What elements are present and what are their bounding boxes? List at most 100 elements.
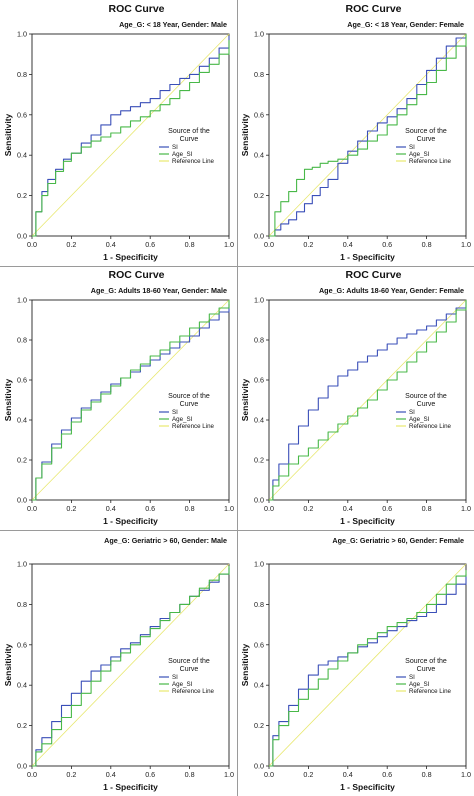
y-tick-label: 0.8 <box>254 336 264 345</box>
chart-subtitle: Age_G: < 18 Year, Gender: Male <box>119 20 227 29</box>
y-tick-label: 0.8 <box>254 70 264 79</box>
x-tick-label: 0.6 <box>382 504 392 513</box>
x-tick-label: 0.0 <box>264 504 274 513</box>
x-tick-label: 0.6 <box>145 504 155 513</box>
y-tick-label: 0.4 <box>254 151 264 160</box>
x-tick-label: 0.0 <box>264 770 274 779</box>
legend-label: Age_SI <box>172 416 193 423</box>
y-tick-label: 0.0 <box>17 232 27 241</box>
series-line-age-si <box>32 40 230 237</box>
legend-label: SI <box>172 409 178 416</box>
legend-label: Reference Line <box>409 423 452 430</box>
legend-title: Source of the Curve <box>168 658 210 673</box>
chart-subtitle: Age_G: Geriatric > 60, Gender: Male <box>104 536 227 545</box>
x-tick-label: 0.2 <box>303 770 313 779</box>
series-line-si <box>269 34 467 237</box>
x-tick-label: 0.4 <box>106 770 116 779</box>
x-tick-label: 0.8 <box>185 770 195 779</box>
y-tick-label: 0.2 <box>17 191 27 200</box>
x-axis-label: 1 - Specificity <box>340 516 395 526</box>
chart-title: ROC Curve <box>345 3 401 15</box>
y-tick-label: 0.8 <box>254 600 264 609</box>
x-tick-label: 0.8 <box>422 240 432 249</box>
y-axis-label: Sensitivity <box>3 113 13 156</box>
legend-title: Source of the Curve <box>168 128 210 143</box>
chart-title: ROC Curve <box>108 269 164 281</box>
y-tick-label: 1.0 <box>17 30 27 39</box>
y-tick-label: 0.6 <box>17 376 27 385</box>
legend-label: Reference Line <box>409 688 452 695</box>
x-tick-label: 0.2 <box>66 240 76 249</box>
series-line-reference-line <box>268 563 467 767</box>
y-axis-label: Sensitivity <box>240 378 250 421</box>
panel-column-divider <box>237 0 238 796</box>
y-tick-label: 0.2 <box>254 721 264 730</box>
x-axis-label: 1 - Specificity <box>103 782 158 792</box>
legend-title: Source of the Curve <box>405 393 447 408</box>
y-tick-label: 1.0 <box>17 296 27 305</box>
x-tick-label: 0.6 <box>145 240 155 249</box>
y-tick-label: 0.0 <box>17 762 27 771</box>
legend-label: Reference Line <box>409 158 452 165</box>
legend-label: Reference Line <box>172 688 215 695</box>
y-tick-label: 0.0 <box>17 496 27 505</box>
x-tick-label: 1.0 <box>461 240 471 249</box>
x-tick-label: 0.6 <box>382 240 392 249</box>
series-line-reference-line <box>31 33 230 237</box>
y-tick-label: 0.6 <box>17 110 27 119</box>
series-line-age-si <box>269 570 467 767</box>
y-axis-label: Sensitivity <box>3 378 13 421</box>
x-tick-label: 0.2 <box>66 770 76 779</box>
chart-subtitle: Age_G: Adults 18-60 Year, Gender: Female <box>319 286 464 295</box>
y-axis-label: Sensitivity <box>240 643 250 686</box>
y-tick-label: 0.6 <box>254 640 264 649</box>
x-tick-label: 1.0 <box>224 504 234 513</box>
roc-panel-young-female: ROC Curve Age_G: < 18 Year, Gender: Femal… <box>240 3 471 262</box>
x-tick-label: 0.0 <box>27 504 37 513</box>
x-tick-label: 1.0 <box>224 770 234 779</box>
y-tick-label: 0.4 <box>254 416 264 425</box>
x-axis-label: 1 - Specificity <box>340 252 395 262</box>
x-tick-label: 0.6 <box>145 770 155 779</box>
series-line-age-si <box>269 34 467 237</box>
legend-title: Source of the Curve <box>405 128 447 143</box>
y-tick-label: 0.4 <box>17 416 27 425</box>
y-tick-label: 0.2 <box>254 191 264 200</box>
x-tick-label: 0.2 <box>303 504 313 513</box>
y-tick-label: 0.2 <box>17 456 27 465</box>
series-line-reference-line <box>31 563 230 767</box>
legend-label: Reference Line <box>172 423 215 430</box>
legend-label: Age_SI <box>409 151 430 158</box>
roc-panel-young-male: ROC Curve Age_G: < 18 Year, Gender: Male 0… <box>3 3 234 262</box>
x-tick-label: 0.8 <box>422 504 432 513</box>
y-tick-label: 0.8 <box>17 600 27 609</box>
x-tick-label: 0.2 <box>66 504 76 513</box>
series-line-age-si <box>32 566 230 767</box>
x-tick-label: 0.4 <box>106 504 116 513</box>
y-tick-label: 1.0 <box>254 296 264 305</box>
y-tick-label: 1.0 <box>254 560 264 569</box>
y-tick-label: 0.4 <box>17 151 27 160</box>
x-tick-label: 0.4 <box>106 240 116 249</box>
series-line-age-si <box>269 300 467 501</box>
y-tick-label: 0.6 <box>254 376 264 385</box>
roc-panel-adult-female: ROC Curve Age_G: Adults 18-60 Year, Gende… <box>240 269 471 526</box>
series-line-reference-line <box>31 299 230 501</box>
legend-label: Age_SI <box>409 416 430 423</box>
x-axis-label: 1 - Specificity <box>340 782 395 792</box>
y-tick-label: 0.2 <box>254 456 264 465</box>
x-tick-label: 1.0 <box>461 504 471 513</box>
x-tick-label: 0.8 <box>185 504 195 513</box>
x-tick-label: 0.4 <box>343 504 353 513</box>
chart-title: ROC Curve <box>345 269 401 281</box>
y-tick-label: 0.8 <box>17 336 27 345</box>
y-tick-label: 0.6 <box>17 640 27 649</box>
legend-label: SI <box>172 674 178 681</box>
y-tick-label: 0.2 <box>17 721 27 730</box>
x-tick-label: 0.8 <box>185 240 195 249</box>
roc-panel-adult-male: ROC Curve Age_G: Adults 18-60 Year, Gende… <box>3 269 234 526</box>
x-tick-label: 0.6 <box>382 770 392 779</box>
y-axis-label: Sensitivity <box>240 113 250 156</box>
legend-label: SI <box>409 409 415 416</box>
